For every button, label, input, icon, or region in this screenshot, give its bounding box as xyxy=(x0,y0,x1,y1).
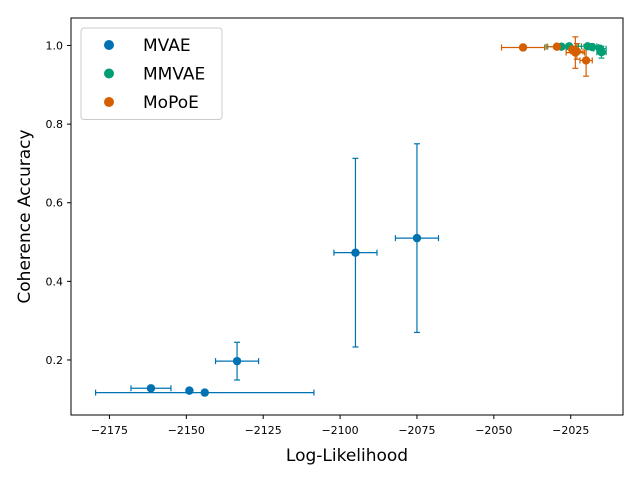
legend-marker-mvae xyxy=(104,40,114,50)
y-tick-label: 0.8 xyxy=(46,118,64,131)
mvae-point xyxy=(351,248,360,257)
x-tick-label: −2150 xyxy=(168,424,205,437)
y-axis-label: Coherence Accuracy xyxy=(15,129,35,303)
mopoe-point xyxy=(572,47,582,56)
mmvae-point xyxy=(588,42,597,52)
legend-label: MMVAE xyxy=(143,65,205,85)
x-tick-label: −2025 xyxy=(552,424,589,437)
legend: MVAE MMVAE MoPoE xyxy=(80,27,223,120)
legend-label: MVAE xyxy=(143,36,191,56)
mvae-point xyxy=(200,388,209,397)
y-tick-label: 0.4 xyxy=(46,275,64,288)
x-axis-label: Log-Likelihood xyxy=(286,446,408,466)
y-axis-ticks: 0.2 0.4 0.6 0.8 1.0 xyxy=(46,40,71,367)
y-tick-label: 0.6 xyxy=(46,197,64,210)
mmvae-point xyxy=(597,47,606,57)
mopoe-point xyxy=(552,42,562,51)
plot-frame xyxy=(70,17,624,416)
x-axis-ticks: −2175 −2150 −2125 −2100 −2075 −2050 −2025 xyxy=(91,415,589,437)
mopoe-point xyxy=(518,43,528,52)
x-tick-label: −2050 xyxy=(475,424,512,437)
mopoe-point xyxy=(581,56,591,65)
x-tick-label: −2075 xyxy=(398,424,435,437)
mvae-point xyxy=(185,386,194,395)
y-tick-label: 1.0 xyxy=(46,40,64,53)
mvae-point xyxy=(146,384,156,393)
y-tick-label: 0.2 xyxy=(46,354,64,367)
mvae-point xyxy=(412,233,422,243)
x-tick-label: −2100 xyxy=(321,424,358,437)
legend-label: MoPoE xyxy=(143,93,199,113)
legend-marker-mmvae xyxy=(104,68,114,79)
mvae-point xyxy=(232,356,242,366)
legend-marker-mopoe xyxy=(104,97,114,107)
x-tick-label: −2125 xyxy=(245,424,282,437)
legend-frame xyxy=(80,27,223,120)
points-layer xyxy=(146,42,606,397)
x-tick-label: −2175 xyxy=(91,424,128,437)
